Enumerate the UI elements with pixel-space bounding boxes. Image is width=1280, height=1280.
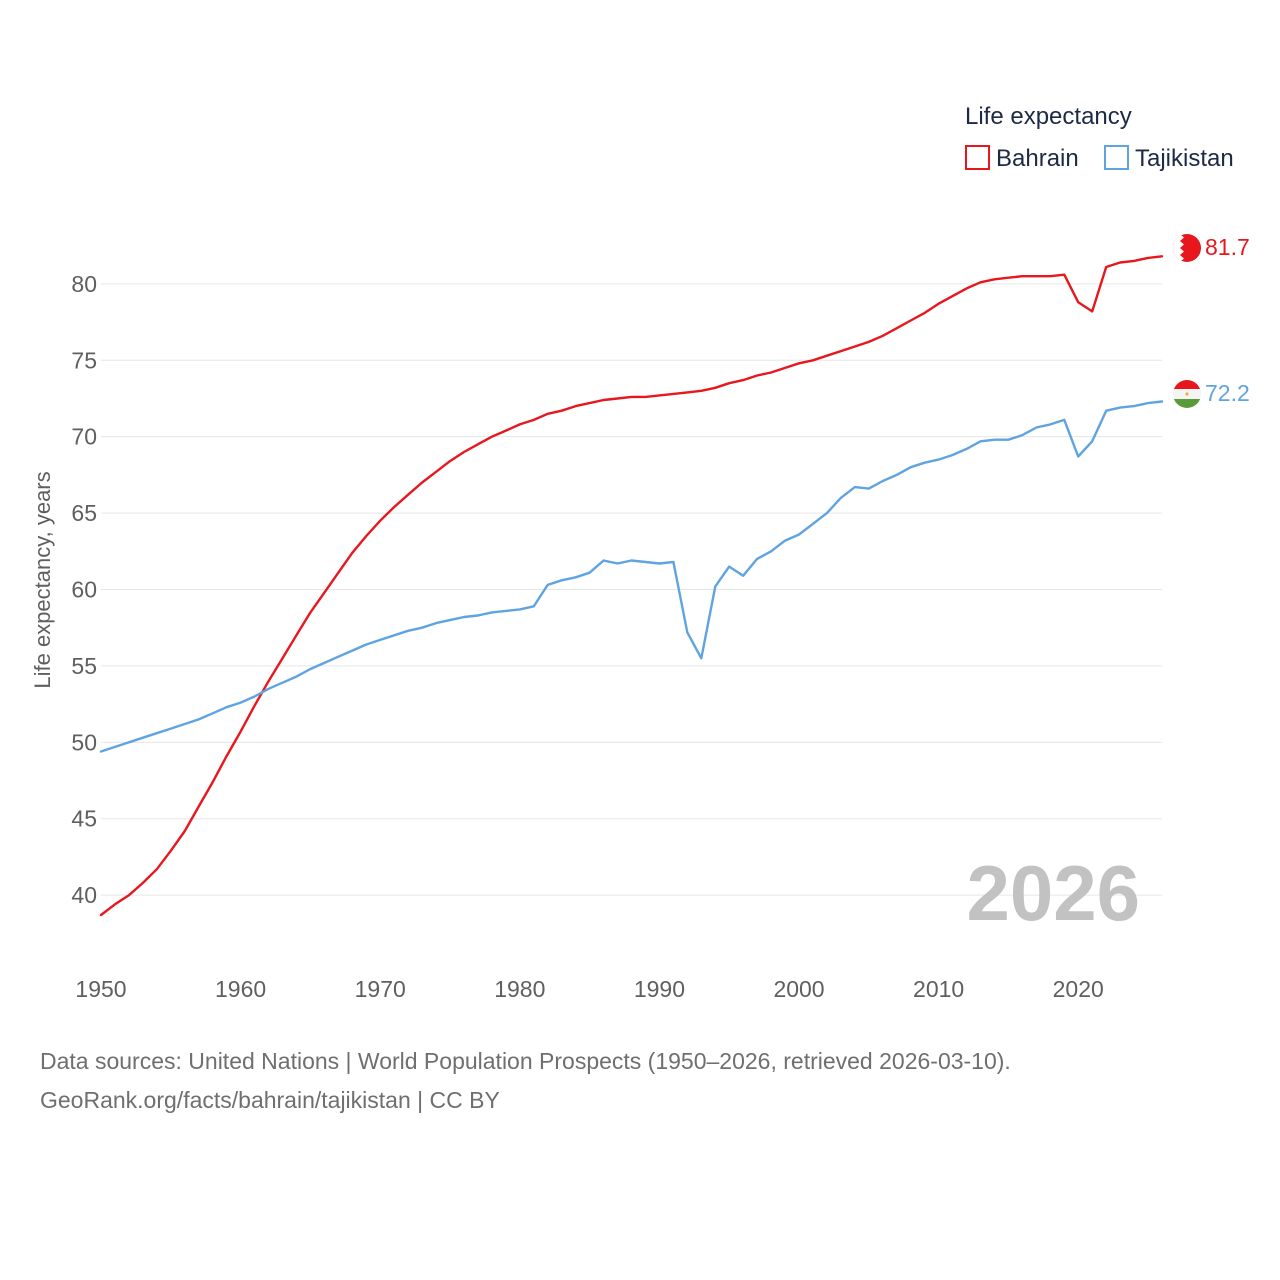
x-tick-1950: 1950 [75, 976, 126, 1002]
series-line-bahrain [99, 255, 1164, 917]
bahrain-end-label: 81.7 [1205, 234, 1250, 260]
x-tick-1980: 1980 [494, 976, 545, 1002]
x-tick-2000: 2000 [773, 976, 824, 1002]
y-tick-65: 65 [71, 500, 97, 526]
legend-swatch-bahrain [965, 145, 990, 170]
x-tick-2010: 2010 [913, 976, 964, 1002]
y-tick-40: 40 [71, 882, 97, 908]
source-line-2: GeoRank.org/facts/bahrain/tajikistan | C… [40, 1087, 500, 1113]
y-tick-70: 70 [71, 424, 97, 450]
gridlines [101, 283, 1162, 896]
x-tick-1960: 1960 [215, 976, 266, 1002]
y-tick-60: 60 [71, 577, 97, 603]
legend-label-bahrain: Bahrain [996, 145, 1079, 172]
x-tick-1990: 1990 [634, 976, 685, 1002]
x-tick-1970: 1970 [355, 976, 406, 1002]
tajikistan-end-label: 72.2 [1205, 380, 1250, 406]
y-axis-label: Life expectancy, years [30, 471, 55, 688]
year-badge: 2026 [966, 849, 1140, 937]
y-tick-50: 50 [71, 729, 97, 755]
y-tick-75: 75 [71, 347, 97, 373]
y-tick-45: 45 [71, 806, 97, 832]
bahrain-flag-icon [1173, 234, 1201, 262]
x-tick-2020: 2020 [1053, 976, 1104, 1002]
legend-label-tajikistan: Tajikistan [1135, 145, 1234, 172]
tajikistan-flag-icon [1173, 380, 1201, 408]
line-chart: 40 45 50 55 60 65 70 75 80 1950 1960 1970 1980 1990 2… [30, 103, 1250, 1002]
legend-title: Life expectancy [965, 103, 1132, 130]
series-line-tajikistan [99, 400, 1164, 753]
series-lines [99, 255, 1164, 917]
source-note: Data sources: United Nations | World Pop… [40, 1042, 1011, 1120]
y-tick-80: 80 [71, 271, 97, 297]
source-line-1: Data sources: United Nations | World Pop… [40, 1048, 1011, 1074]
y-tick-55: 55 [71, 653, 97, 679]
legend-swatch-tajikistan [1104, 145, 1129, 170]
y-axis-ticks: 40 45 50 55 60 65 70 75 80 [71, 271, 97, 908]
x-axis-ticks: 1950 1960 1970 1980 1990 2000 2010 2020 [75, 976, 1103, 1002]
